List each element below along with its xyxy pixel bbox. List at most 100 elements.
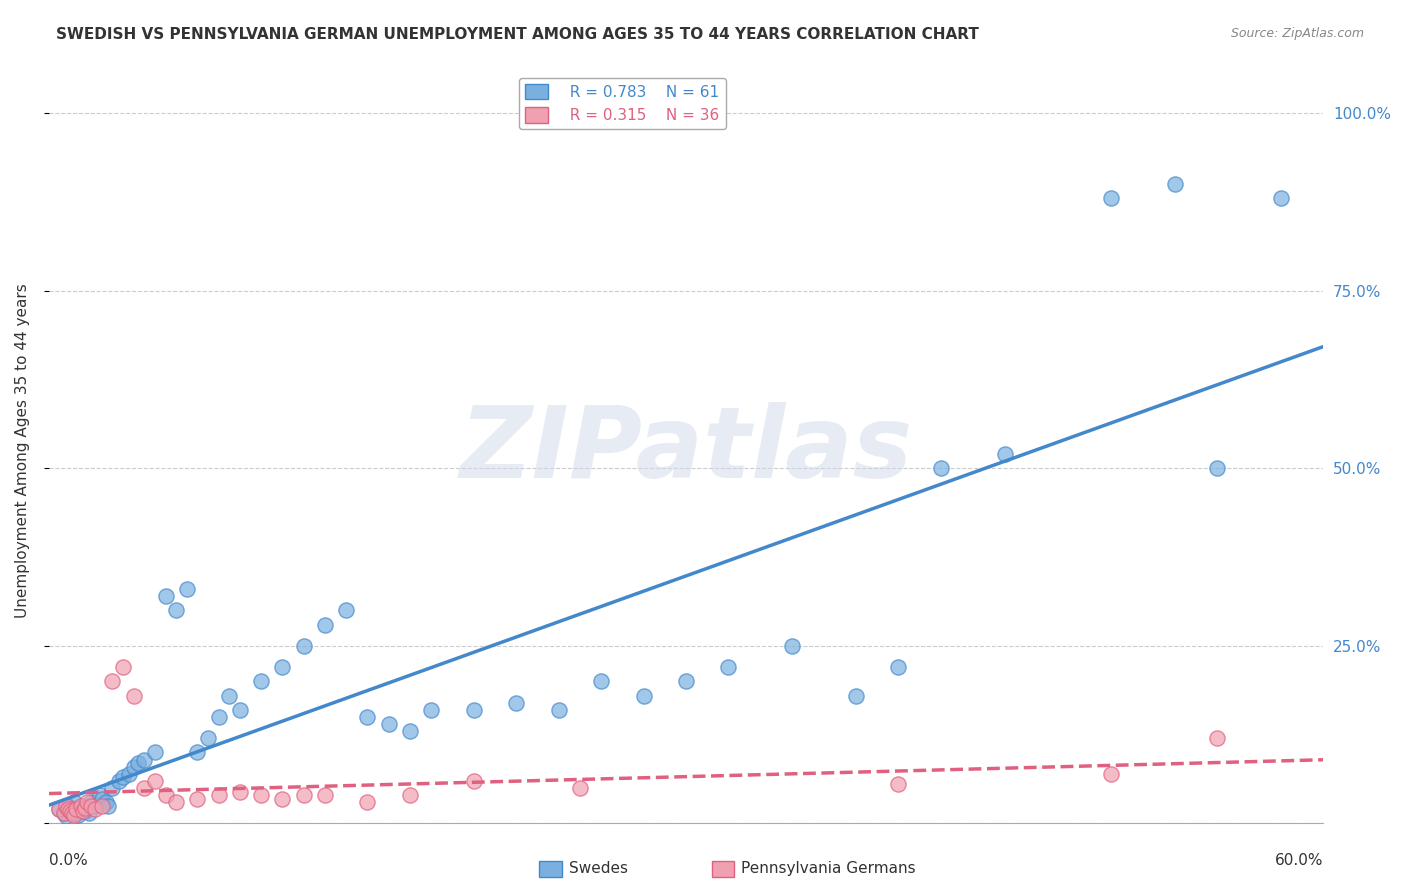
Point xyxy=(143,773,166,788)
Point xyxy=(127,756,149,770)
Point xyxy=(356,795,378,809)
Point xyxy=(72,798,94,813)
Point xyxy=(568,780,591,795)
Point xyxy=(633,689,655,703)
Text: SWEDISH VS PENNSYLVANIA GERMAN UNEMPLOYMENT AMONG AGES 35 TO 44 YEARS CORRELATIO: SWEDISH VS PENNSYLVANIA GERMAN UNEMPLOYM… xyxy=(56,27,979,42)
Point xyxy=(72,804,94,818)
Text: 0.0%: 0.0% xyxy=(49,854,87,868)
Point xyxy=(56,798,79,813)
Point xyxy=(73,801,96,815)
Point xyxy=(229,703,252,717)
Text: Pennsylvania Germans: Pennsylvania Germans xyxy=(741,862,915,877)
Point xyxy=(250,674,273,689)
Point xyxy=(89,788,111,802)
Point xyxy=(101,674,124,689)
Point xyxy=(292,788,315,802)
Text: Swedes: Swedes xyxy=(569,862,627,877)
Point xyxy=(122,689,145,703)
Point xyxy=(143,746,166,760)
Text: Source: ZipAtlas.com: Source: ZipAtlas.com xyxy=(1230,27,1364,40)
Point xyxy=(155,589,177,603)
Legend:   R = 0.783    N = 61,   R = 0.315    N = 36: R = 0.783 N = 61, R = 0.315 N = 36 xyxy=(519,78,725,129)
Point xyxy=(186,746,208,760)
Point xyxy=(52,805,75,820)
Point xyxy=(1206,461,1229,475)
Point xyxy=(780,639,803,653)
Point xyxy=(90,791,112,805)
Point xyxy=(63,808,86,822)
Y-axis label: Unemployment Among Ages 35 to 44 years: Unemployment Among Ages 35 to 44 years xyxy=(15,283,30,618)
Point xyxy=(420,703,443,717)
Point xyxy=(118,766,141,780)
Point xyxy=(77,805,100,820)
Point xyxy=(112,770,135,784)
Point xyxy=(165,603,187,617)
Point xyxy=(208,788,231,802)
Point xyxy=(314,617,336,632)
Point xyxy=(48,802,70,816)
Point xyxy=(108,773,131,788)
Point xyxy=(122,759,145,773)
Point xyxy=(94,795,117,809)
Point xyxy=(463,773,485,788)
FancyBboxPatch shape xyxy=(540,861,562,877)
Point xyxy=(60,804,83,818)
Point xyxy=(97,798,120,813)
Point xyxy=(399,788,422,802)
Point xyxy=(80,795,103,809)
Point xyxy=(101,780,124,795)
Point xyxy=(208,710,231,724)
Point xyxy=(67,808,90,822)
Point xyxy=(155,788,177,802)
Point xyxy=(717,660,740,674)
Point xyxy=(1099,191,1122,205)
Point xyxy=(887,660,910,674)
Point xyxy=(84,798,107,813)
Text: 60.0%: 60.0% xyxy=(1275,854,1323,868)
Point xyxy=(56,802,79,816)
Point xyxy=(186,791,208,805)
Point xyxy=(505,696,527,710)
Point xyxy=(1163,177,1185,191)
Point xyxy=(76,795,98,809)
Point xyxy=(69,802,91,816)
Point xyxy=(589,674,612,689)
Point xyxy=(55,809,77,823)
Point xyxy=(48,802,70,816)
Point xyxy=(84,802,107,816)
Point xyxy=(218,689,240,703)
Point xyxy=(65,802,87,816)
Point xyxy=(377,717,399,731)
Point xyxy=(197,731,219,746)
Point xyxy=(399,724,422,739)
Point xyxy=(271,791,294,805)
Text: ZIPatlas: ZIPatlas xyxy=(460,402,912,499)
Point xyxy=(335,603,357,617)
Point xyxy=(52,805,75,820)
Point xyxy=(80,798,103,813)
Point xyxy=(675,674,697,689)
Point xyxy=(356,710,378,724)
Point xyxy=(845,689,868,703)
Point xyxy=(176,582,198,596)
Point xyxy=(69,798,91,813)
Point xyxy=(1206,731,1229,746)
Point xyxy=(59,804,82,818)
Point xyxy=(994,447,1017,461)
Point xyxy=(929,461,952,475)
Point xyxy=(165,795,187,809)
Point xyxy=(55,798,77,813)
Point xyxy=(887,777,910,791)
Point xyxy=(60,805,83,820)
Point xyxy=(73,804,96,818)
Point xyxy=(63,795,86,809)
Point xyxy=(1099,766,1122,780)
Point xyxy=(250,788,273,802)
Point xyxy=(292,639,315,653)
FancyBboxPatch shape xyxy=(711,861,734,877)
Point xyxy=(1270,191,1292,205)
Point xyxy=(90,798,112,813)
Point xyxy=(314,788,336,802)
Point xyxy=(65,805,87,820)
Point xyxy=(112,660,135,674)
